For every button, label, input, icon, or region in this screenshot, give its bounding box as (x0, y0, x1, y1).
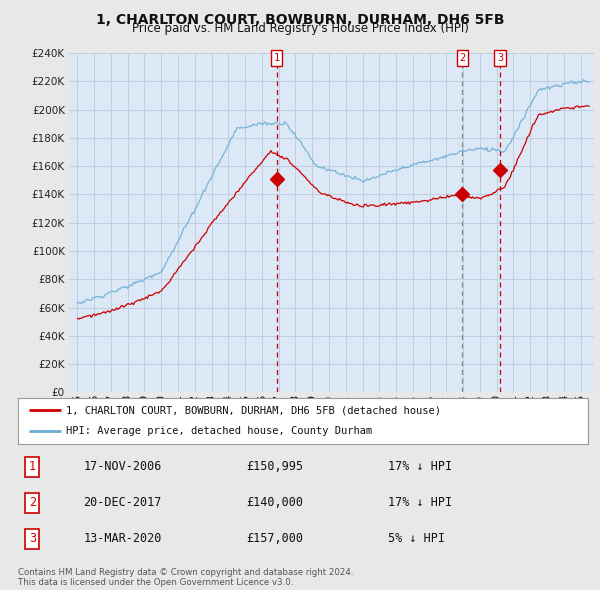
Text: £157,000: £157,000 (246, 533, 303, 546)
Text: 13-MAR-2020: 13-MAR-2020 (83, 533, 162, 546)
Text: 5% ↓ HPI: 5% ↓ HPI (389, 533, 445, 546)
Text: 1, CHARLTON COURT, BOWBURN, DURHAM, DH6 5FB: 1, CHARLTON COURT, BOWBURN, DURHAM, DH6 … (96, 13, 504, 27)
Text: Price paid vs. HM Land Registry's House Price Index (HPI): Price paid vs. HM Land Registry's House … (131, 22, 469, 35)
Text: 1: 1 (29, 460, 36, 473)
Text: £140,000: £140,000 (246, 496, 303, 510)
Text: 1: 1 (274, 53, 280, 63)
Text: £150,995: £150,995 (246, 460, 303, 473)
Text: 2: 2 (460, 53, 466, 63)
Text: 17% ↓ HPI: 17% ↓ HPI (389, 460, 452, 473)
Text: Contains HM Land Registry data © Crown copyright and database right 2024.
This d: Contains HM Land Registry data © Crown c… (18, 568, 353, 587)
Text: 2: 2 (29, 496, 36, 510)
Text: 20-DEC-2017: 20-DEC-2017 (83, 496, 162, 510)
Text: HPI: Average price, detached house, County Durham: HPI: Average price, detached house, Coun… (67, 426, 373, 436)
Text: 17-NOV-2006: 17-NOV-2006 (83, 460, 162, 473)
Text: 3: 3 (29, 533, 36, 546)
Text: 17% ↓ HPI: 17% ↓ HPI (389, 496, 452, 510)
Text: 1, CHARLTON COURT, BOWBURN, DURHAM, DH6 5FB (detached house): 1, CHARLTON COURT, BOWBURN, DURHAM, DH6 … (67, 405, 442, 415)
Text: 3: 3 (497, 53, 503, 63)
